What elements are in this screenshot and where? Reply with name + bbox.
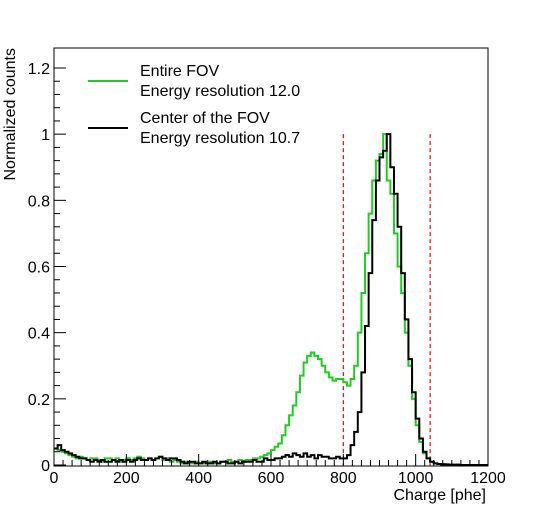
series-line-center-fov (54, 133, 488, 466)
legend-resolution: Energy resolution 12.0 (140, 83, 300, 100)
y-axis-label: Normalized counts (2, 48, 19, 181)
y-tick-label: 0.8 (28, 193, 50, 210)
legend-resolution: Energy resolution 10.7 (140, 130, 300, 147)
y-tick-label: 0 (41, 458, 50, 475)
y-tick-label: 1 (41, 127, 50, 144)
x-tick-label: 1000 (398, 470, 434, 487)
y-axis-ticks: 0 0.2 0.4 0.6 0.8 1 1.2 (28, 61, 66, 475)
y-tick-label: 0.2 (28, 392, 50, 409)
x-tick-label: 200 (113, 470, 140, 487)
legend-label: Center of the FOV (140, 110, 270, 127)
x-tick-label: 400 (185, 470, 212, 487)
x-axis-label: Charge [phe] (393, 487, 486, 504)
series-line-entire-fov (54, 133, 488, 466)
x-tick-label: 1200 (470, 470, 506, 487)
cut-lines (342, 134, 431, 466)
y-tick-label: 0.4 (28, 326, 50, 343)
plot-frame (53, 47, 489, 467)
x-tick-label: 0 (50, 470, 59, 487)
y-tick-label: 0.6 (28, 260, 50, 277)
x-tick-label: 800 (330, 470, 357, 487)
legend-label: Entire FOV (140, 63, 219, 80)
x-axis-ticks: 0 200 400 600 800 1000 1200 (50, 454, 506, 487)
legend: Entire FOV Energy resolution 12.0 Center o… (88, 63, 300, 147)
x-tick-label: 600 (258, 470, 285, 487)
series-layer (54, 133, 488, 466)
y-tick-label: 1.2 (28, 61, 50, 78)
